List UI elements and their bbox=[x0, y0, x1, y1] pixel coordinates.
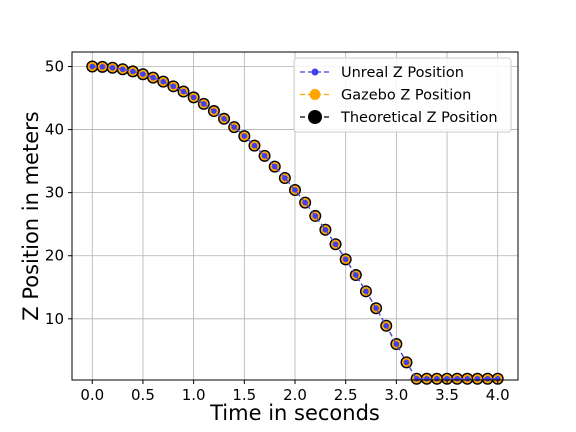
data-point bbox=[403, 359, 410, 366]
x-axis: 0.0 0.5 1.0 1.5 2.0 2.5 3.0 3.5 4.0 bbox=[80, 380, 510, 404]
data-point bbox=[454, 375, 460, 382]
series-line bbox=[92, 65, 498, 380]
data-point bbox=[140, 71, 146, 78]
data-point bbox=[423, 375, 430, 382]
data-point bbox=[180, 88, 187, 95]
x-tick-label: 1.0 bbox=[182, 386, 206, 404]
data-point bbox=[353, 272, 359, 278]
data-point bbox=[211, 108, 217, 114]
legend-label: Theoretical Z Position bbox=[340, 110, 498, 126]
data-point bbox=[322, 226, 329, 233]
legend-label: Unreal Z Position bbox=[341, 65, 464, 81]
data-point bbox=[474, 375, 481, 382]
data-point bbox=[271, 163, 278, 170]
data-point bbox=[373, 305, 379, 312]
x-tick-label: 0.0 bbox=[80, 386, 104, 404]
data-point bbox=[190, 94, 197, 101]
data-point bbox=[200, 101, 207, 107]
x-axis-label: Time in seconds bbox=[209, 401, 380, 425]
x-tick-label: 2.5 bbox=[334, 386, 358, 404]
data-point bbox=[99, 64, 106, 70]
legend-entry: Theoretical Z Position bbox=[300, 110, 498, 126]
data-point bbox=[109, 64, 116, 71]
data-point bbox=[413, 375, 420, 382]
legend-entry: Unreal Z Position bbox=[300, 65, 464, 81]
series-layer bbox=[86, 60, 504, 385]
data-point bbox=[261, 153, 268, 159]
data-point bbox=[342, 256, 349, 263]
data-point bbox=[332, 241, 339, 248]
data-point bbox=[312, 213, 319, 219]
data-point bbox=[89, 63, 96, 70]
data-point bbox=[393, 341, 400, 347]
x-tick-label: 1.5 bbox=[232, 386, 256, 404]
data-point bbox=[119, 66, 126, 73]
x-tick-label: 0.5 bbox=[131, 386, 155, 404]
legend-label: Gazebo Z Position bbox=[341, 88, 471, 104]
x-tick-label: 3.0 bbox=[384, 386, 408, 404]
data-point bbox=[130, 68, 136, 75]
data-point bbox=[383, 322, 390, 329]
x-tick-label: 3.5 bbox=[435, 386, 459, 404]
data-point bbox=[282, 175, 288, 181]
data-point bbox=[302, 199, 308, 206]
y-axis-label: Z Position in meters bbox=[19, 111, 43, 320]
y-tick-label: 50 bbox=[45, 58, 64, 76]
y-axis: 10 20 30 40 50 bbox=[45, 58, 72, 328]
data-point bbox=[292, 187, 298, 193]
data-point bbox=[484, 375, 491, 382]
data-point bbox=[150, 74, 156, 81]
data-point bbox=[231, 124, 237, 130]
data-point bbox=[251, 142, 258, 149]
y-tick-label: 40 bbox=[45, 121, 64, 139]
data-point bbox=[160, 78, 167, 85]
legend: Unreal Z Position Gazebo Z Position Theore… bbox=[293, 57, 512, 133]
data-point bbox=[241, 133, 248, 139]
legend-marker bbox=[308, 110, 322, 124]
legend-box bbox=[293, 57, 512, 133]
legend-marker bbox=[311, 68, 319, 76]
data-point bbox=[434, 375, 440, 382]
data-point bbox=[464, 375, 471, 382]
y-tick-label: 20 bbox=[45, 247, 64, 265]
x-tick-label: 2.0 bbox=[283, 386, 307, 404]
y-tick-label: 30 bbox=[45, 184, 64, 202]
data-point bbox=[363, 288, 369, 295]
legend-entry: Gazebo Z Position bbox=[300, 88, 471, 104]
data-point bbox=[170, 83, 177, 90]
legend-marker bbox=[309, 89, 321, 100]
data-point bbox=[221, 115, 227, 122]
x-tick-label: 4.0 bbox=[486, 386, 510, 404]
y-tick-label: 10 bbox=[45, 310, 64, 328]
